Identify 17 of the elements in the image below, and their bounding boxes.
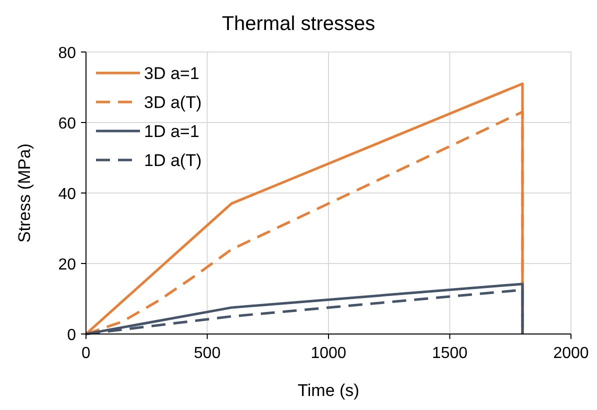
- y-tick-label: 20: [58, 256, 76, 274]
- legend-label: 1D a(T): [144, 151, 202, 170]
- y-tick-label: 40: [58, 186, 76, 203]
- y-tick-label: 80: [58, 45, 76, 62]
- legend-label: 3D a(T): [144, 93, 202, 112]
- x-tick-label: 2000: [553, 345, 589, 362]
- x-tick-label: 1000: [310, 345, 346, 362]
- x-tick-label: 1500: [432, 345, 468, 362]
- x-tick-label: 0: [82, 345, 91, 362]
- legend-label: 3D a=1: [144, 64, 200, 83]
- x-axis-title: Time (s): [298, 381, 360, 400]
- chart-title: Thermal stresses: [222, 13, 376, 35]
- y-axis-title: Stress (MPa): [15, 143, 34, 243]
- y-tick-label: 60: [58, 116, 76, 132]
- legend-label: 1D a=1: [144, 122, 200, 141]
- x-tick-label: 500: [194, 345, 221, 362]
- y-tick-label: 0: [67, 327, 76, 344]
